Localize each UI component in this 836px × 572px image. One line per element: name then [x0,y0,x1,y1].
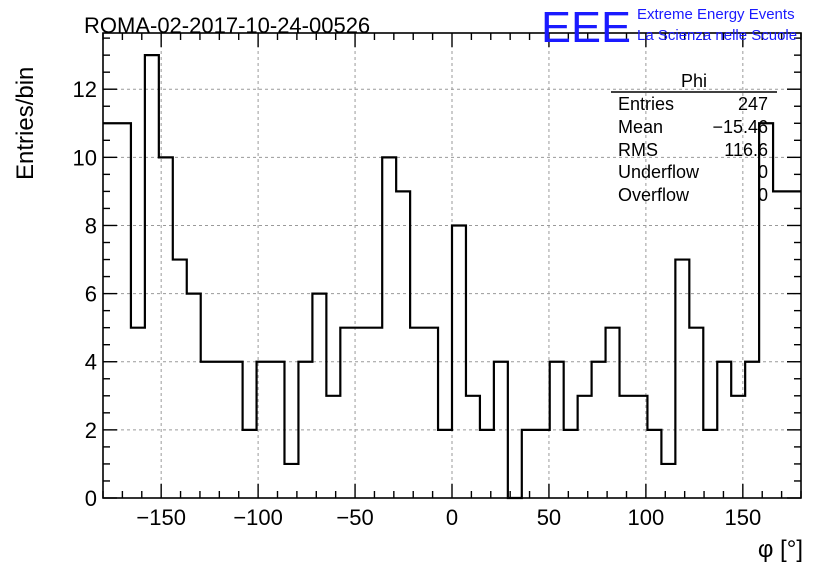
y-tick-label: 10 [73,145,97,170]
x-tick-label: −150 [136,505,186,530]
axis-tick-labels: −150 −100 −50 0 50 100 150 0 2 4 6 8 10 12 [73,77,762,530]
stats-value-underflow: 0 [758,162,768,182]
stats-label-underflow: Underflow [618,162,700,182]
stats-value-entries: 247 [738,94,768,114]
y-tick-label: 2 [85,418,97,443]
y-tick-label: 12 [73,77,97,102]
axis-ticks [102,33,802,499]
stats-label-rms: RMS [618,140,658,160]
y-tick-label: 4 [85,350,97,375]
org-line-1: Extreme Energy Events [637,6,795,23]
org-line-2: La Scienza nelle Scuole [637,27,797,44]
x-tick-label: 0 [446,505,458,530]
y-tick-label: 0 [85,486,97,511]
eee-logo: EEE [541,3,631,52]
y-tick-label: 6 [85,282,97,307]
run-title: ROMA-02-2017-10-24-00526 [84,13,370,38]
x-tick-label: 50 [537,505,561,530]
x-axis-title: φ [°] [758,536,803,563]
stats-label-mean: Mean [618,117,663,137]
x-tick-label: 100 [628,505,665,530]
histogram-series-phi [103,54,801,500]
stats-box: Phi Entries 247 Mean −15.46 RMS 116.6 Un… [611,71,777,205]
stats-value-rms: 116.6 [724,140,768,160]
x-tick-label: −50 [336,505,373,530]
y-axis-title: Entries/bin [12,67,39,180]
x-tick-label: −100 [233,505,283,530]
stats-value-mean: −15.46 [712,117,768,137]
y-tick-label: 8 [85,213,97,238]
stats-value-overflow: 0 [758,185,768,205]
x-tick-label: 150 [724,505,761,530]
stats-label-overflow: Overflow [618,185,690,205]
stats-box-title: Phi [681,71,707,91]
stats-label-entries: Entries [618,94,674,114]
